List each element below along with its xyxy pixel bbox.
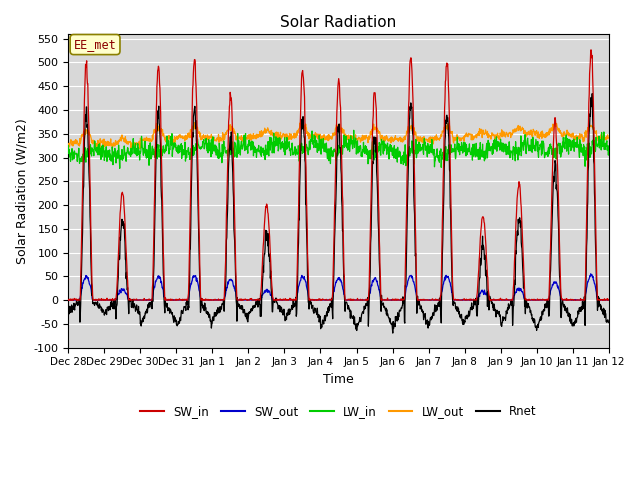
LW_in [605,144,612,149]
LW_in [116,166,124,171]
LW_out [423,136,431,142]
X-axis label: Time: Time [323,373,354,386]
Rnet [245,309,253,315]
LW_out [246,134,253,140]
LW_in [541,150,549,156]
SW_out [65,297,72,303]
Rnet [541,301,548,307]
SW_out [605,297,612,303]
Line: LW_out: LW_out [68,120,609,148]
LW_out [298,117,306,122]
Text: EE_met: EE_met [74,38,116,51]
LW_out [493,130,501,136]
LW_out [185,130,193,136]
LW_out [172,136,180,142]
Rnet [172,318,179,324]
Line: SW_in: SW_in [68,50,609,300]
SW_in [588,47,595,53]
SW_out [493,297,500,303]
SW_out [541,297,548,303]
Line: LW_in: LW_in [68,130,609,168]
LW_in [423,150,431,156]
LW_in [493,141,501,147]
LW_in [350,127,358,133]
Rnet [184,303,192,309]
LW_in [185,151,193,157]
Rnet [65,309,72,315]
SW_out [184,295,192,301]
SW_out [587,271,595,276]
Rnet [605,320,612,325]
LW_in [65,143,72,148]
SW_out [172,297,179,303]
Y-axis label: Solar Radiation (W/m2): Solar Radiation (W/m2) [15,118,28,264]
LW_out [605,135,612,141]
SW_in [184,291,192,297]
SW_in [422,297,430,302]
SW_out [245,297,253,303]
LW_in [172,142,180,147]
SW_in [172,297,179,303]
Line: SW_out: SW_out [68,274,609,300]
SW_in [541,297,548,303]
LW_out [65,143,72,148]
Legend: SW_in, SW_out, LW_in, LW_out, Rnet: SW_in, SW_out, LW_in, LW_out, Rnet [136,401,541,423]
LW_out [541,134,549,140]
SW_in [605,297,612,303]
SW_in [493,297,500,302]
Rnet [588,91,596,96]
LW_in [246,140,253,146]
Rnet [423,318,431,324]
SW_in [245,297,253,303]
LW_out [127,145,135,151]
Line: Rnet: Rnet [68,94,609,333]
SW_out [422,297,430,303]
Title: Solar Radiation: Solar Radiation [280,15,397,30]
Rnet [493,307,501,313]
Rnet [389,330,397,336]
SW_in [65,297,72,303]
